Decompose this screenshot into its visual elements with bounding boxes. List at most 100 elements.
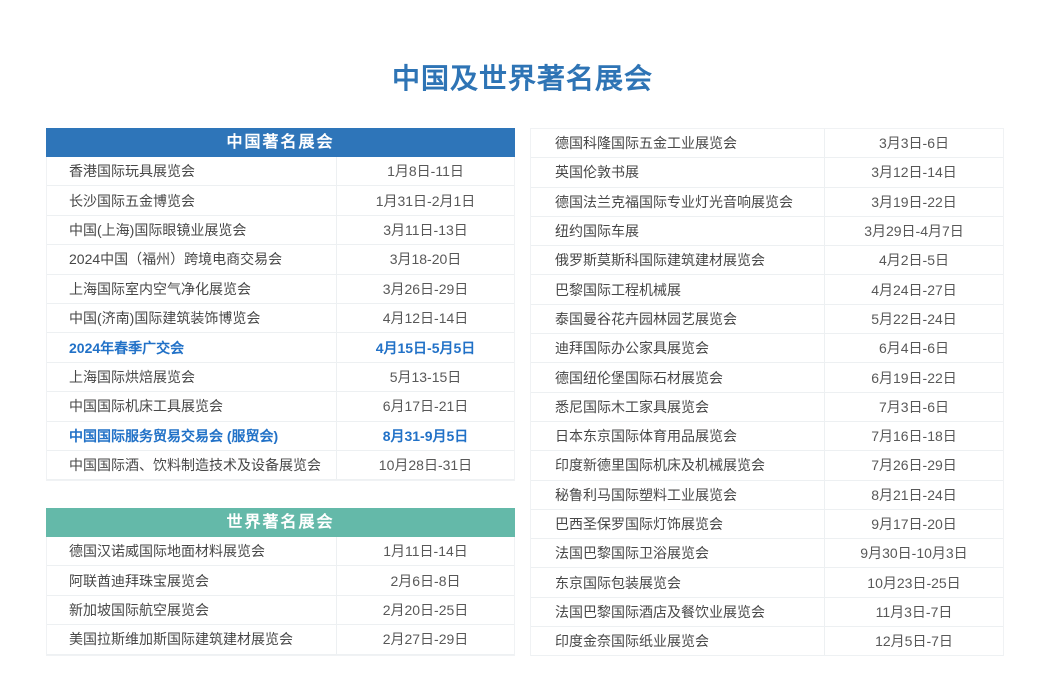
table-row: 德国纽伦堡国际石材展览会 6月19日-22日 bbox=[531, 363, 1003, 393]
exhibition-name: 上海国际烘焙展览会 bbox=[69, 368, 195, 385]
exhibition-name: 中国国际机床工具展览会 bbox=[69, 398, 223, 415]
exhibition-date: 2月27日-29日 bbox=[336, 625, 514, 654]
table-row: 2024年春季广交会 4月15日-5月5日 bbox=[47, 333, 514, 363]
china-exhibitions-table: 中国著名展会 香港国际玩具展览会 1月8日-11日长沙国际五金博览会 1月31日-2… bbox=[46, 128, 515, 482]
exhibition-name: 长沙国际五金博览会 bbox=[69, 192, 195, 209]
table-row: 悉尼国际木工家具展览会 7月3日-6日 bbox=[531, 392, 1003, 422]
exhibition-date: 3月29日-4月7日 bbox=[824, 216, 1003, 246]
exhibition-name: 印度金奈国际纸业展览会 bbox=[555, 633, 709, 650]
exhibition-name: 新加坡国际航空展览会 bbox=[69, 601, 209, 618]
table-row: 秘鲁利马国际塑料工业展览会 8月21日-24日 bbox=[531, 480, 1003, 510]
exhibition-name: 美国拉斯维加斯国际建筑建材展览会 bbox=[69, 631, 293, 648]
exhibition-date: 3月18-20日 bbox=[336, 245, 514, 274]
table-row: 长沙国际五金博览会 1月31日-2月1日 bbox=[47, 186, 514, 216]
exhibition-name: 香港国际玩具展览会 bbox=[69, 163, 195, 180]
table-row: 俄罗斯莫斯科国际建筑建材展览会 4月2日-5日 bbox=[531, 246, 1003, 276]
exhibition-name: 日本东京国际体育用品展览会 bbox=[555, 428, 737, 445]
exhibition-name: 上海国际室内空气净化展览会 bbox=[69, 280, 251, 297]
exhibition-date: 6月17日-21日 bbox=[336, 392, 514, 421]
exhibition-date: 7月26日-29日 bbox=[824, 451, 1003, 480]
exhibition-date: 4月15日-5月5日 bbox=[336, 333, 514, 362]
table-row: 中国国际机床工具展览会 6月17日-21日 bbox=[47, 392, 514, 422]
table-row: 德国汉诺威国际地面材料展览会 1月11日-14日 bbox=[47, 537, 514, 567]
world-continued-table-body: 德国科隆国际五金工业展览会 3月3日-6日 英国伦敦书展 3月12日-14日 德国法兰克… bbox=[531, 129, 1003, 657]
page-title: 中国及世界著名展会 bbox=[391, 63, 653, 94]
exhibition-name: 泰国曼谷花卉园林园艺展览会 bbox=[555, 310, 737, 327]
table-row: 中国国际酒、饮料制造技术及设备展览会 10月28日-31日 bbox=[47, 450, 514, 481]
exhibition-name: 法国巴黎国际酒店及餐饮业展览会 bbox=[555, 603, 765, 620]
exhibition-name: 阿联酋迪拜珠宝展览会 bbox=[69, 572, 209, 589]
table-row: 美国拉斯维加斯国际建筑建材展览会 2月27日-29日 bbox=[47, 625, 514, 655]
exhibition-date: 7月3日-6日 bbox=[824, 392, 1003, 421]
table-row: 上海国际烘焙展览会 5月13-15日 bbox=[47, 362, 514, 393]
exhibition-date: 9月30日-10月3日 bbox=[824, 539, 1003, 568]
exhibition-name: 秘鲁利马国际塑料工业展览会 bbox=[555, 486, 737, 503]
exhibition-date: 1月11日-14日 bbox=[336, 537, 514, 566]
table-row: 中国(济南)国际建筑装饰博览会 4月12日-14日 bbox=[47, 303, 514, 334]
exhibition-date: 4月24日-27日 bbox=[824, 275, 1003, 304]
exhibition-date: 9月17日-20日 bbox=[824, 509, 1003, 539]
table-row: 德国科隆国际五金工业展览会 3月3日-6日 bbox=[531, 129, 1003, 159]
exhibition-name: 迪拜国际办公家具展览会 bbox=[555, 340, 709, 357]
exhibition-name: 东京国际包装展览会 bbox=[555, 574, 681, 591]
exhibition-date: 10月23日-25日 bbox=[824, 568, 1003, 597]
exhibition-date: 5月22日-24日 bbox=[824, 304, 1003, 334]
table-row: 英国伦敦书展 3月12日-14日 bbox=[531, 158, 1003, 188]
exhibition-name: 2024中国（福州）跨境电商交易会 bbox=[69, 251, 283, 268]
exhibition-date: 4月2日-5日 bbox=[824, 246, 1003, 275]
table-row: 印度金奈国际纸业展览会 12月5日-7日 bbox=[531, 627, 1003, 657]
exhibition-date: 1月8日-11日 bbox=[336, 157, 514, 186]
exhibition-date: 8月31-9月5日 bbox=[336, 421, 514, 450]
exhibition-name: 纽约国际车展 bbox=[555, 223, 639, 240]
exhibition-date: 10月28日-31日 bbox=[336, 450, 514, 480]
exhibition-name: 英国伦敦书展 bbox=[555, 164, 639, 181]
exhibition-name: 中国国际服务贸易交易会 (服贸会) bbox=[69, 427, 279, 444]
exhibition-date: 7月16日-18日 bbox=[824, 421, 1003, 451]
exhibition-name: 中国(济南)国际建筑装饰博览会 bbox=[69, 310, 261, 327]
table-row: 纽约国际车展 3月29日-4月7日 bbox=[531, 216, 1003, 247]
exhibition-name: 巴西圣保罗国际灯饰展览会 bbox=[555, 516, 723, 532]
exhibition-date: 1月31日-2月1日 bbox=[336, 186, 514, 215]
exhibition-date: 3月11日-13日 bbox=[336, 215, 514, 245]
exhibition-name: 2024年春季广交会 bbox=[69, 339, 185, 356]
table-row: 迪拜国际办公家具展览会 6月4日-6日 bbox=[531, 334, 1003, 364]
table-row: 中国(上海)国际眼镜业展览会 3月11日-13日 bbox=[47, 215, 514, 246]
table-row: 泰国曼谷花卉园林园艺展览会 5月22日-24日 bbox=[531, 304, 1003, 335]
table-row: 上海国际室内空气净化展览会 3月26日-29日 bbox=[47, 274, 514, 304]
table-row: 2024中国（福州）跨境电商交易会 3月18-20日 bbox=[47, 245, 514, 275]
world-exhibitions-continued-table: 德国科隆国际五金工业展览会 3月3日-6日 英国伦敦书展 3月12日-14日 德国法兰克… bbox=[530, 128, 1004, 657]
exhibition-name: 法国巴黎国际卫浴展览会 bbox=[555, 545, 709, 562]
world-table-body: 德国汉诺威国际地面材料展览会 1月11日-14日 阿联酋迪拜珠宝展览会 2月6日-8日… bbox=[46, 537, 515, 656]
exhibition-date: 3月3日-6日 bbox=[824, 129, 1003, 158]
exhibition-date: 5月13-15日 bbox=[336, 362, 514, 392]
exhibition-name: 印度新德里国际机床及机械展览会 bbox=[555, 457, 765, 474]
china-table-header: 中国著名展会 bbox=[46, 128, 515, 157]
table-row: 香港国际玩具展览会 1月8日-11日 bbox=[47, 157, 514, 187]
china-table-body: 香港国际玩具展览会 1月8日-11日 长沙国际五金博览会 1月31日-2月1日 中国(上… bbox=[46, 157, 515, 482]
table-row: 法国巴黎国际卫浴展览会 9月30日-10月3日 bbox=[531, 539, 1003, 569]
exhibition-name: 巴黎国际工程机械展 bbox=[555, 281, 681, 298]
exhibition-name: 德国汉诺威国际地面材料展览会 bbox=[69, 543, 265, 560]
exhibition-date: 6月4日-6日 bbox=[824, 334, 1003, 363]
table-row: 德国法兰克福国际专业灯光音响展览会 3月19日-22日 bbox=[531, 187, 1003, 217]
exhibition-date: 4月12日-14日 bbox=[336, 303, 514, 333]
exhibition-name: 德国法兰克福国际专业灯光音响展览会 bbox=[555, 193, 793, 210]
exhibition-date: 3月26日-29日 bbox=[336, 274, 514, 303]
exhibition-name: 俄罗斯莫斯科国际建筑建材展览会 bbox=[555, 252, 765, 269]
world-exhibitions-table: 世界著名展会 德国汉诺威国际地面材料展览会 1月11日-14日 阿联酋迪拜珠宝展览会… bbox=[46, 508, 515, 656]
exhibition-name: 德国科隆国际五金工业展览会 bbox=[555, 135, 737, 152]
table-row: 巴西圣保罗国际灯饰展览会 9月17日-20日 bbox=[531, 509, 1003, 540]
table-row: 法国巴黎国际酒店及餐饮业展览会 11月3日-7日 bbox=[531, 597, 1003, 628]
table-row: 日本东京国际体育用品展览会 7月16日-18日 bbox=[531, 421, 1003, 452]
exhibition-name: 中国(上海)国际眼镜业展览会 bbox=[69, 221, 247, 238]
table-row: 东京国际包装展览会 10月23日-25日 bbox=[531, 568, 1003, 598]
exhibition-name: 中国国际酒、饮料制造技术及设备展览会 bbox=[69, 457, 321, 474]
table-row: 新加坡国际航空展览会 2月20日-25日 bbox=[47, 595, 514, 626]
table-row: 中国国际服务贸易交易会 (服贸会) 8月31-9月5日 bbox=[47, 421, 514, 451]
table-row: 阿联酋迪拜珠宝展览会 2月6日-8日 bbox=[47, 566, 514, 596]
exhibition-date: 8月21日-24日 bbox=[824, 480, 1003, 509]
table-row: 巴黎国际工程机械展 4月24日-27日 bbox=[531, 275, 1003, 305]
world-table-header: 世界著名展会 bbox=[46, 508, 515, 537]
table-row: 印度新德里国际机床及机械展览会 7月26日-29日 bbox=[531, 451, 1003, 481]
exhibition-date: 3月12日-14日 bbox=[824, 158, 1003, 187]
